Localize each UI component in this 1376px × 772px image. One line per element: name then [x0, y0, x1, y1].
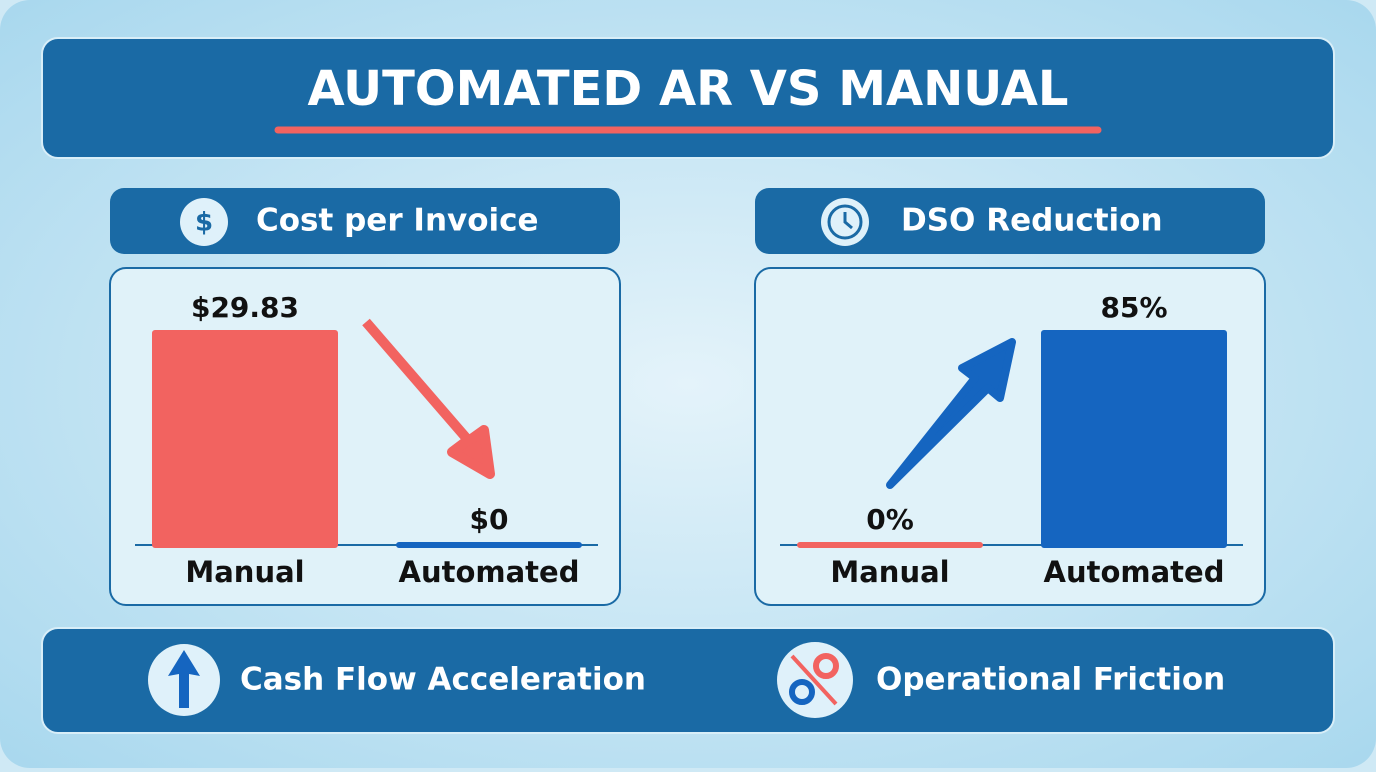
up-arrow: [886, 338, 1016, 489]
value-label: $29.83: [191, 291, 299, 324]
footer-item: Operational Friction: [876, 662, 1225, 698]
x-tick-label: Automated: [399, 555, 580, 589]
panel-title: DSO Reduction: [901, 203, 1163, 239]
footer-box: [41, 627, 1335, 734]
value-label: 85%: [1100, 291, 1167, 324]
bar: [152, 330, 338, 548]
bar: [1041, 330, 1227, 548]
footer-item: Cash Flow Acceleration: [240, 662, 646, 698]
panel-header: [110, 188, 620, 254]
page-title: AUTOMATED AR VS MANUAL: [307, 61, 1068, 117]
value-label: $0: [470, 503, 509, 536]
x-tick-label: Manual: [830, 555, 949, 589]
down-arrow: [362, 318, 495, 479]
dollar-icon: $: [180, 198, 228, 246]
panel-header: [755, 188, 1265, 254]
x-tick-label: Automated: [1044, 555, 1225, 589]
value-label: 0%: [866, 503, 914, 536]
svg-text:$: $: [195, 208, 213, 238]
panel-title: Cost per Invoice: [256, 203, 539, 239]
friction-icon: [777, 642, 853, 718]
x-tick-label: Manual: [185, 555, 304, 589]
cash-flow-icon: [148, 644, 220, 716]
clock-icon: [821, 198, 869, 246]
